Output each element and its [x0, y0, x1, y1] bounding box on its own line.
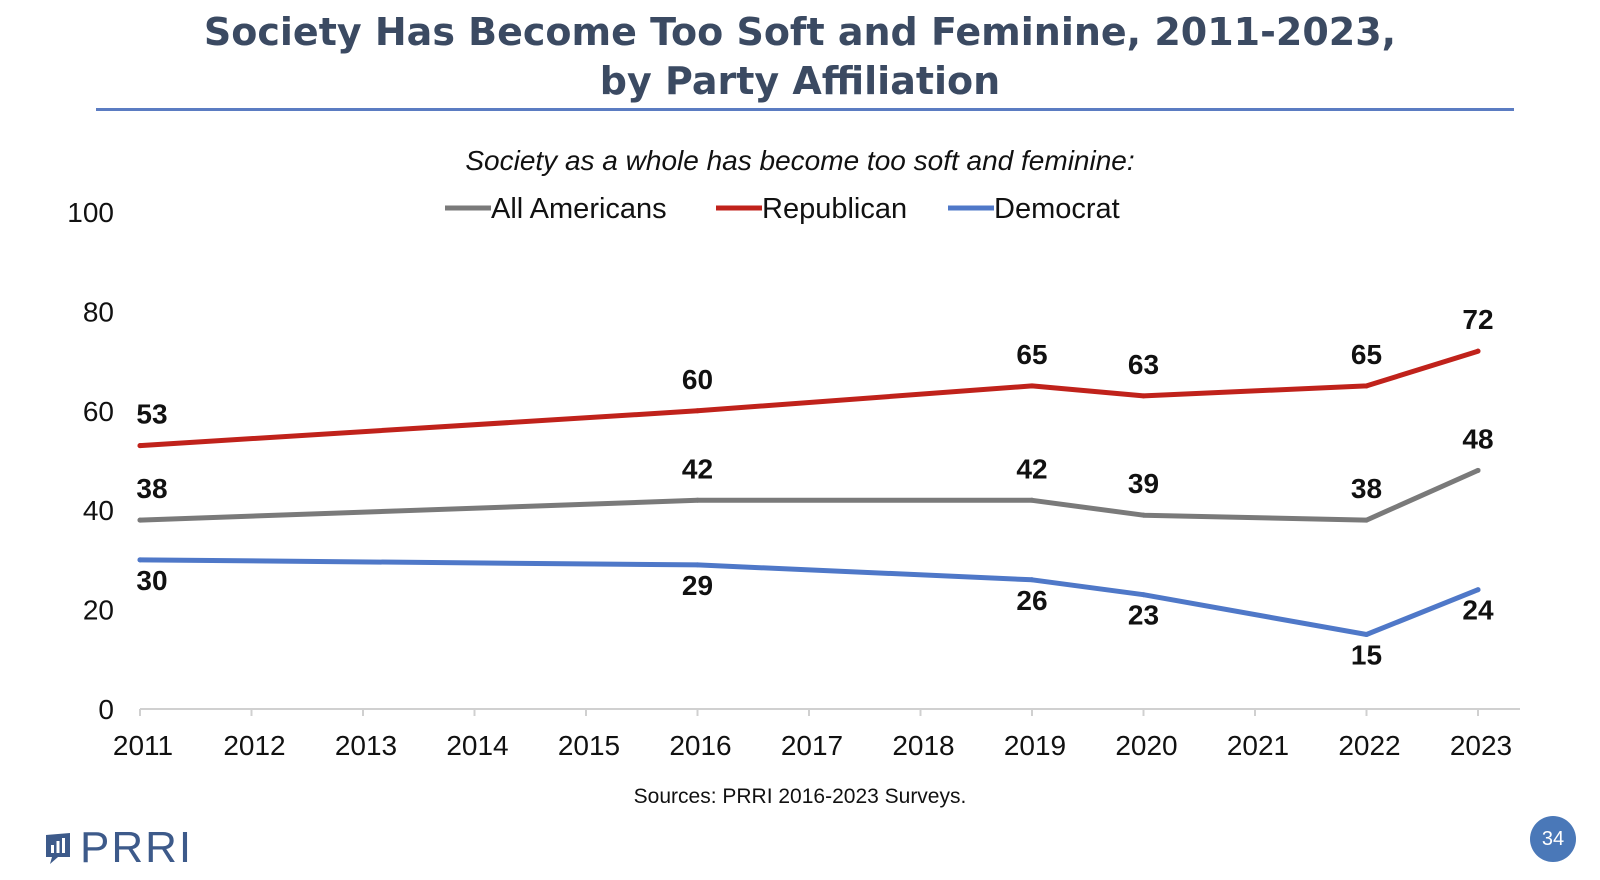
data-point-democrat-2016 — [695, 562, 700, 568]
data-label-democrat-2011: 30 — [136, 565, 167, 596]
data-point-democrat-2022 — [1364, 631, 1369, 637]
x-tick-label-2021: 2021 — [1227, 730, 1289, 761]
x-tick-label-2011: 2011 — [113, 730, 173, 761]
data-label-all-americans-2016: 42 — [682, 453, 713, 484]
page-title: Society Has Become Too Soft and Feminine… — [0, 8, 1600, 106]
prri-logo-icon — [46, 833, 70, 864]
data-point-democrat-2023 — [1475, 587, 1481, 593]
data-label-democrat-2023: 24 — [1462, 595, 1494, 626]
legend-item-republican: Republican — [716, 193, 907, 225]
y-tick-label-20: 20 — [83, 595, 114, 626]
data-label-republican-2019: 65 — [1016, 339, 1047, 370]
x-tick-label-2014: 2014 — [446, 730, 508, 761]
data-point-all-americans-2023 — [1475, 467, 1481, 473]
y-tick-label-100: 100 — [67, 197, 114, 228]
series-layer — [137, 348, 1481, 637]
data-point-republican-2016 — [695, 408, 700, 414]
x-tick-label-2013: 2013 — [335, 730, 397, 761]
y-axis: 0 20 40 60 80 100 — [67, 197, 114, 725]
chart-subtitle: Society as a whole has become too soft a… — [465, 145, 1135, 176]
data-labels: 38 42 42 39 38 48 53 60 65 63 65 72 30 29 26 23 15 24 — [136, 304, 1494, 670]
data-label-republican-2016: 60 — [682, 364, 713, 395]
series-line-all-americans — [137, 467, 1481, 523]
data-label-democrat-2016: 29 — [682, 570, 713, 601]
data-label-democrat-2022: 15 — [1351, 639, 1382, 670]
x-tick-label-2018: 2018 — [892, 730, 954, 761]
data-label-all-americans-2020: 39 — [1128, 468, 1159, 499]
data-point-all-americans-2011 — [137, 517, 143, 523]
legend-label-all-americans: All Americans — [491, 193, 667, 225]
x-tick-label-2019: 2019 — [1004, 730, 1066, 761]
data-label-all-americans-2011: 38 — [136, 473, 167, 504]
prri-logo: PRRI — [44, 826, 193, 870]
data-label-republican-2022: 65 — [1351, 339, 1382, 370]
page-number-badge: 34 — [1530, 816, 1576, 862]
x-tick-label-2023: 2023 — [1450, 730, 1512, 761]
y-tick-label-80: 80 — [83, 296, 114, 327]
prri-logo-text: PRRI — [80, 823, 194, 872]
series-line-republican — [137, 348, 1481, 449]
data-point-democrat-2011 — [137, 557, 143, 563]
data-label-republican-2020: 63 — [1128, 349, 1159, 380]
x-tick-label-2017: 2017 — [781, 730, 843, 761]
y-tick-label-60: 60 — [83, 396, 114, 427]
data-point-republican-2020 — [1141, 393, 1146, 399]
title-line-1: Society Has Become Too Soft and Feminine… — [203, 10, 1397, 54]
chart-legend: All Americans Republican Democrat — [445, 193, 1120, 225]
x-axis: 2011 2012 2013 2014 2015 2016 2017 2018 2019 2020… — [113, 708, 1520, 761]
data-point-democrat-2020 — [1141, 592, 1146, 598]
series-line-democrat — [137, 557, 1481, 637]
x-tick-label-2022: 2022 — [1338, 730, 1400, 761]
legend-label-democrat: Democrat — [994, 193, 1120, 225]
sources-note: Sources: PRRI 2016-2023 Surveys. — [633, 785, 967, 808]
data-point-all-americans-2020 — [1141, 512, 1146, 518]
legend-label-republican: Republican — [762, 193, 907, 225]
data-label-all-americans-2019: 42 — [1016, 453, 1047, 484]
y-tick-label-0: 0 — [98, 694, 114, 725]
data-label-republican-2023: 72 — [1462, 304, 1493, 335]
x-tick-label-2015: 2015 — [558, 730, 620, 761]
data-label-republican-2011: 53 — [136, 399, 167, 430]
x-tick-label-2016: 2016 — [669, 730, 731, 761]
data-label-democrat-2019: 26 — [1016, 585, 1047, 616]
data-point-all-americans-2016 — [695, 497, 700, 503]
data-label-all-americans-2022: 38 — [1351, 473, 1382, 504]
data-point-republican-2023 — [1475, 348, 1481, 354]
data-point-republican-2011 — [137, 443, 143, 449]
x-tick-label-2012: 2012 — [223, 730, 285, 761]
data-point-all-americans-2022 — [1364, 517, 1369, 523]
data-point-democrat-2019 — [1029, 577, 1035, 583]
data-point-republican-2019 — [1029, 383, 1035, 389]
legend-item-democrat: Democrat — [948, 193, 1120, 225]
legend-item-all-americans: All Americans — [445, 193, 667, 225]
title-divider — [96, 108, 1514, 111]
data-point-republican-2022 — [1364, 383, 1369, 389]
data-point-all-americans-2019 — [1029, 497, 1035, 503]
y-tick-label-40: 40 — [83, 495, 114, 526]
data-label-all-americans-2023: 48 — [1462, 423, 1493, 454]
x-tick-label-2020: 2020 — [1115, 730, 1177, 761]
title-line-2: by Party Affiliation — [599, 59, 1001, 103]
data-label-democrat-2020: 23 — [1128, 600, 1159, 631]
